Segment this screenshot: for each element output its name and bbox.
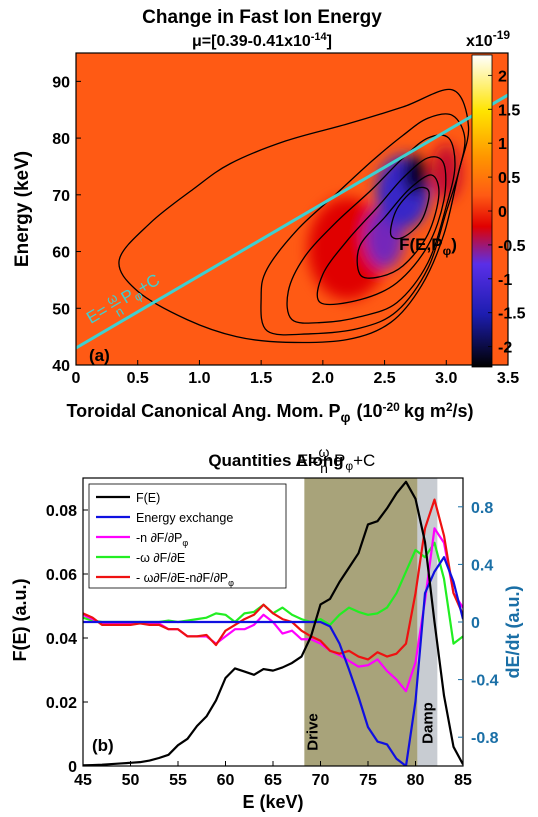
y-tick-label-left: 0.02 — [46, 695, 77, 712]
x-tick-label: 80 — [407, 772, 425, 789]
heatmap-blob — [403, 155, 428, 195]
contour-line — [356, 174, 440, 279]
x-tick-label: 0 — [72, 370, 81, 387]
legend-label: - ω∂F/∂E-n∂F/∂Pφ — [136, 571, 234, 588]
x-tick-label: 85 — [454, 772, 472, 789]
panel-b-ylabel-left: F(E) (a.u.) — [10, 579, 30, 662]
x-tick-label: 70 — [312, 772, 330, 789]
y-tick-label-left: 0.08 — [46, 503, 77, 520]
colorbar-tick-label: 1.5 — [498, 102, 520, 119]
y-tick-label: 50 — [52, 301, 70, 318]
series-line — [83, 556, 463, 766]
legend-label: Energy exchange — [136, 511, 233, 525]
title-formula-den: n — [320, 460, 328, 476]
title-formula-rhs: Pφ+C — [334, 451, 375, 473]
heatmap-background — [76, 53, 508, 365]
x-tick-label: 50 — [122, 772, 140, 789]
x-tick-label: 3.5 — [497, 370, 519, 387]
panel-a-ylabel: Energy (keV) — [12, 151, 33, 267]
contour-line — [286, 134, 456, 324]
x-tick-label: 1.5 — [250, 370, 272, 387]
region-label: Drive — [304, 713, 321, 751]
y-tick-label-right: 0.4 — [471, 557, 493, 574]
colorbar-tick-label: 0 — [498, 204, 507, 221]
resonance-label-fraction-bar — [110, 301, 122, 309]
heatmap-area — [76, 53, 508, 365]
y-tick-label: 80 — [52, 131, 70, 148]
panel-b-ylabel-right: dE/dt (a.u.) — [503, 586, 523, 679]
y-tick-label: 70 — [52, 188, 70, 205]
colorbar-multiplier: x10-19 — [466, 28, 510, 50]
y-tick-label-left: 0.06 — [46, 567, 77, 584]
y-tick-label-right: -0.4 — [471, 673, 499, 690]
y-tick-label: 40 — [52, 358, 70, 375]
contour-line — [389, 186, 430, 240]
contour-label: F(E,Pφ) — [399, 235, 457, 258]
panel-b-label: (b) — [92, 736, 114, 755]
x-tick-label: 60 — [217, 772, 235, 789]
colorbar-tick-label: 2 — [498, 68, 507, 85]
panel-b-title-formula: E= ωn Pφ+C — [297, 444, 375, 476]
x-tick-label: 3.0 — [435, 370, 457, 387]
colorbar-tick-label: -0.5 — [498, 238, 526, 255]
y-tick-label-left: 0 — [68, 759, 77, 776]
colorbar-tick-label: 1 — [498, 136, 507, 153]
colorbar-tick-label: -2 — [498, 340, 512, 357]
y-tick-label: 90 — [52, 74, 70, 91]
x-tick-label: 2.0 — [312, 370, 334, 387]
x-tick-label: 2.5 — [373, 370, 395, 387]
panel-b: Quantities Along E= ωn Pφ+C 45 50 55 60 65 70 75… — [10, 444, 523, 812]
y-tick-label-right: 0.8 — [471, 500, 493, 517]
series-line — [83, 480, 463, 766]
legend-label: -ω ∂F/∂E — [136, 551, 185, 565]
contour-line — [118, 88, 470, 344]
panel-a-label: (a) — [89, 346, 110, 365]
panel-a-title: Change in Fast Ion Energy — [142, 7, 382, 28]
colorbar-tick-label: -1.5 — [498, 306, 526, 323]
contour-line — [260, 113, 466, 336]
colorbar: x10-19 2 1.5 1 0.5 0 -0.5 -1 -1.5 -2 — [466, 28, 526, 368]
panel-b-xlabel: E (keV) — [242, 792, 303, 812]
panel-b-title: Quantities Along — [208, 451, 343, 470]
colorbar-tick-label: -1 — [498, 272, 512, 289]
panel-a-subtitle: μ=[0.39-0.41x10-14] — [192, 31, 332, 50]
resonance-line — [76, 93, 508, 350]
heatmap-blob — [431, 143, 462, 201]
legend-label: -n ∂F/∂Pφ — [136, 531, 188, 548]
title-formula-num: ω — [319, 444, 330, 460]
panel-a: Change in Fast Ion Energy μ=[0.39-0.41x1… — [12, 7, 526, 425]
colorbar-tick-label: 0.5 — [498, 170, 520, 187]
title-formula-lhs: E= — [297, 451, 318, 470]
panel-a-xlabel: Toroidal Canonical Ang. Mom. Pφ (10-20 kg … — [66, 400, 473, 425]
y-tick-label-right: 0 — [471, 615, 480, 632]
x-tick-label: 45 — [74, 772, 92, 789]
x-tick-label: 1.0 — [188, 370, 210, 387]
region-label: Damp — [419, 702, 436, 744]
y-tick-label-left: 0.04 — [46, 631, 77, 648]
legend: F(E) Energy exchange -n ∂F/∂Pφ -ω ∂F/∂E - ω∂… — [88, 483, 287, 589]
heatmap-frame — [75, 52, 509, 366]
x-tick-label: 55 — [169, 772, 187, 789]
y-tick-label: 60 — [52, 245, 70, 262]
x-tick-label: 65 — [264, 772, 282, 789]
y-tick-label-right: -0.8 — [471, 730, 499, 747]
legend-label: F(E) — [136, 491, 160, 505]
x-tick-label: 75 — [359, 772, 377, 789]
contour-line — [316, 156, 447, 306]
x-tick-label: 0.5 — [127, 370, 149, 387]
series-line — [83, 498, 463, 661]
